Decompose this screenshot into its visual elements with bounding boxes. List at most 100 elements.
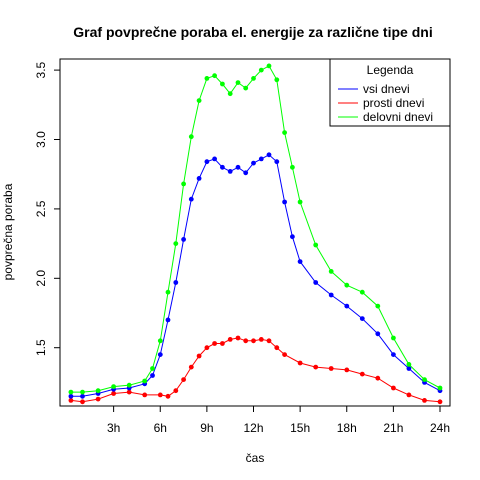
- x-tick-label: 12h: [243, 421, 263, 435]
- data-point: [173, 388, 179, 394]
- y-tick-label: 1.5: [34, 339, 48, 356]
- data-point: [406, 392, 412, 398]
- data-point: [181, 377, 187, 382]
- data-point: [212, 73, 218, 79]
- data-point: [251, 338, 256, 344]
- data-point: [437, 385, 443, 391]
- data-point: [344, 282, 350, 288]
- data-point: [111, 391, 116, 396]
- data-point: [188, 364, 194, 370]
- data-point: [80, 389, 85, 395]
- data-point: [359, 289, 365, 295]
- legend-item-label: prosti dnevi: [363, 96, 424, 110]
- data-point: [212, 341, 218, 346]
- data-point: [258, 67, 264, 73]
- y-axis-label: povprečna poraba: [1, 183, 15, 280]
- data-point: [328, 366, 334, 371]
- legend-item-label: vsi dnevi: [363, 82, 410, 96]
- data-point: [196, 353, 202, 359]
- data-point: [391, 335, 396, 341]
- data-point: [282, 199, 287, 205]
- y-tick-label: 3.0: [34, 131, 48, 148]
- data-point: [251, 160, 256, 166]
- data-point: [359, 371, 365, 377]
- data-point: [274, 77, 280, 83]
- data-point: [391, 385, 396, 391]
- data-point: [375, 303, 381, 309]
- data-point: [251, 76, 256, 81]
- data-point: [328, 292, 334, 298]
- data-point: [243, 338, 249, 344]
- data-point: [68, 398, 74, 403]
- data-point: [150, 373, 155, 378]
- data-point: [126, 389, 132, 395]
- data-point: [290, 164, 295, 170]
- data-point: [235, 80, 241, 85]
- chart-title: Graf povprečne poraba el. energije za ra…: [73, 24, 432, 40]
- data-point: [266, 338, 272, 344]
- data-point: [375, 331, 381, 337]
- data-point: [344, 303, 350, 309]
- data-point: [297, 259, 303, 264]
- data-point: [157, 352, 163, 357]
- data-point: [235, 335, 241, 341]
- y-tick-label: 3.5: [34, 61, 48, 78]
- data-point: [212, 156, 218, 162]
- data-point: [220, 341, 225, 346]
- data-point: [188, 196, 194, 202]
- data-point: [68, 393, 74, 399]
- data-point: [227, 91, 233, 97]
- data-point: [204, 159, 210, 165]
- data-point: [196, 98, 202, 103]
- data-point: [142, 378, 148, 384]
- data-point: [422, 398, 427, 403]
- x-axis: 3h 6h 9h 12h 15h 18h 21h 24h: [107, 406, 450, 435]
- data-point: [266, 63, 272, 69]
- data-point: [165, 393, 171, 399]
- data-point: [227, 169, 233, 174]
- data-point: [406, 362, 412, 367]
- data-point: [157, 392, 163, 398]
- data-point: [297, 199, 303, 205]
- series-prosti-dnevi: [68, 335, 443, 405]
- data-point: [111, 384, 116, 389]
- data-point: [313, 364, 319, 370]
- data-point: [220, 81, 225, 87]
- x-tick-label: 6h: [154, 421, 167, 435]
- data-point: [181, 237, 187, 242]
- y-axis: 1.5 2.0 2.5 3.0 3.5: [34, 61, 60, 356]
- data-point: [150, 366, 155, 371]
- data-point: [297, 360, 303, 366]
- series-layer: [68, 63, 443, 405]
- data-point: [359, 316, 365, 321]
- data-point: [258, 156, 264, 162]
- data-point: [437, 399, 443, 405]
- series-delovni-dnevi: [68, 63, 443, 395]
- x-tick-label: 3h: [107, 421, 120, 435]
- data-point: [328, 269, 334, 274]
- data-point: [95, 388, 101, 394]
- data-point: [406, 366, 412, 371]
- data-point: [220, 164, 225, 170]
- data-point: [157, 338, 163, 344]
- data-point: [344, 367, 350, 373]
- data-point: [375, 375, 381, 381]
- data-point: [243, 170, 249, 176]
- x-tick-label: 24h: [430, 421, 450, 435]
- data-point: [227, 337, 233, 342]
- data-point: [95, 396, 101, 402]
- data-point: [422, 377, 427, 382]
- data-point: [313, 280, 319, 285]
- plot-area: [59, 58, 451, 407]
- data-point: [204, 76, 210, 81]
- data-point: [258, 337, 264, 342]
- data-point: [165, 317, 171, 323]
- data-point: [313, 242, 319, 248]
- data-point: [165, 289, 171, 295]
- x-tick-label: 15h: [290, 421, 310, 435]
- legend-item-label: delovni dnevi: [363, 110, 433, 124]
- data-point: [142, 392, 148, 398]
- data-point: [188, 134, 194, 140]
